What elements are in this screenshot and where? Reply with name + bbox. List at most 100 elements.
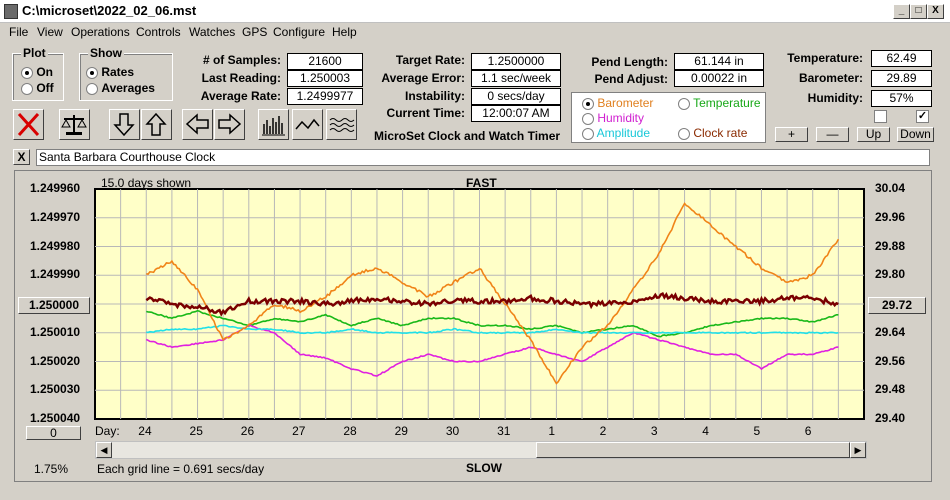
wave-graph-button[interactable] [326,109,357,140]
day-tick-label: 31 [497,424,511,438]
radio-dot[interactable] [21,66,33,79]
left-tick-label: 1.249960 [30,181,81,195]
series-select-group: Barometer Temperature Humidity Amplitude… [571,92,766,143]
wave-icon [329,118,355,132]
left-tick-label: 1.249970 [30,209,81,224]
radio-dot[interactable] [678,127,690,140]
radio-dot[interactable] [582,127,594,140]
plot-off-radio[interactable]: Off [21,81,54,95]
day-tick-label: 1 [548,424,556,438]
right-tick-label: 29.56 [875,353,906,368]
radio-dot[interactable] [86,82,98,95]
day-tick-label: 26 [240,424,255,438]
show-averages-radio[interactable]: Averages [86,81,155,95]
app-icon[interactable] [4,4,18,19]
series-clockrate-radio[interactable]: Clock rate [678,126,747,140]
plot-on-label: On [36,65,54,79]
scroll-thumb[interactable] [536,442,850,458]
left-tick-label: 1.249980 [30,238,81,253]
series-barometer-radio[interactable]: Barometer [582,96,653,110]
down-button[interactable]: Down [897,127,934,142]
show-group: Show Rates Averages [79,46,173,101]
bar-graph-button[interactable] [258,109,289,140]
humidity-checkbox[interactable]: ✓ [916,110,929,123]
day-tick-label: 30 [445,424,460,438]
series-clockrate-label: Clock rate [693,126,748,140]
offset-zero-button[interactable]: 0 [26,426,81,440]
menu-view[interactable]: View [37,25,63,39]
pend-length-value: 61.144 in [674,53,764,70]
samples-value: 21600 [287,53,363,70]
temperature-checkbox[interactable] [874,110,887,123]
day-tick-label: 5 [753,424,761,438]
show-rates-radio[interactable]: Rates [86,65,134,79]
scroll-right-button[interactable]: ▶ [850,442,866,458]
radio-dot[interactable] [582,97,594,110]
right-tick-label: 30.04 [875,181,906,195]
menu-file[interactable]: File [9,25,29,39]
pend-adjust-value: 0.00022 in [674,70,764,87]
up-arrow-button[interactable] [141,109,172,140]
up-button[interactable]: Up [857,127,890,142]
series-clock-rate-line [145,291,839,317]
radio-dot[interactable] [582,112,594,125]
series-temperature-radio[interactable]: Temperature [678,96,761,110]
balance-scale-icon [61,115,87,135]
series-lines [145,202,840,385]
right-tick-label: 29.96 [875,209,906,224]
series-humidity-radio[interactable]: Humidity [582,111,644,125]
menu-help[interactable]: Help [332,25,357,39]
radio-dot[interactable] [21,82,33,95]
minimize-button[interactable]: _ [893,4,910,19]
red-x-icon [17,112,40,137]
menu-gps[interactable]: GPS [242,25,268,39]
plot-group: Plot On Off [12,46,64,101]
minus-button[interactable]: — [816,127,849,142]
average-rate-label: Average Rate: [200,89,281,103]
series-temperature-line [146,309,839,338]
average-error-label: Average Error: [381,71,465,85]
plot-on-radio[interactable]: On [21,65,53,79]
line-graph-button[interactable] [292,109,323,140]
barometer-label: Barometer: [798,71,863,85]
menu-controls[interactable]: Controls [136,25,181,39]
app-caption: MicroSet Clock and Watch Timer [374,129,561,143]
down-arrow-button[interactable] [109,109,140,140]
clock-name-close-button[interactable]: X [13,149,30,165]
instability-label: Instability: [404,89,465,103]
menu-watches[interactable]: Watches [189,25,236,39]
day-tick-label: 3 [650,424,658,438]
menu-configure[interactable]: Configure [273,25,326,39]
right-arrow-button[interactable] [214,109,245,140]
arrow-down-icon [113,113,135,137]
pend-length-label: Pend Length: [591,55,668,69]
time-scrollbar[interactable]: ◀ ▶ [95,441,867,459]
show-group-title: Show [88,46,124,60]
right-tick-label: 29.64 [875,324,906,339]
menu-operations[interactable]: Operations [71,25,130,39]
barometer-reference-button[interactable]: 29.72 [868,297,926,314]
series-amplitude-radio[interactable]: Amplitude [582,126,650,140]
clear-button[interactable] [13,109,44,140]
scroll-left-button[interactable]: ◀ [96,442,112,458]
balance-button[interactable] [59,109,90,140]
day-tick-label: 6 [804,424,812,438]
arrow-right-icon [218,113,242,135]
day-tick-label: 25 [189,424,203,438]
arrow-up-icon [145,112,167,136]
radio-dot[interactable] [678,97,690,110]
rate-reference-button[interactable]: 1.250000 [18,297,90,314]
plus-button[interactable]: + [775,127,808,142]
left-arrow-button[interactable] [182,109,213,140]
series-amplitude-line [146,324,839,335]
humidity-label: Humidity: [807,91,863,105]
show-rates-label: Rates [101,65,135,79]
close-button[interactable]: X [927,4,944,19]
last-reading-value: 1.250003 [287,70,363,87]
barometer-value: 29.89 [871,70,932,87]
clock-name-input[interactable]: Santa Barbara Courthouse Clock [36,149,930,166]
humidity-value: 57% [871,90,932,107]
radio-dot[interactable] [86,66,98,79]
maximize-button[interactable]: □ [910,4,927,19]
instability-value: 0 secs/day [471,88,561,105]
